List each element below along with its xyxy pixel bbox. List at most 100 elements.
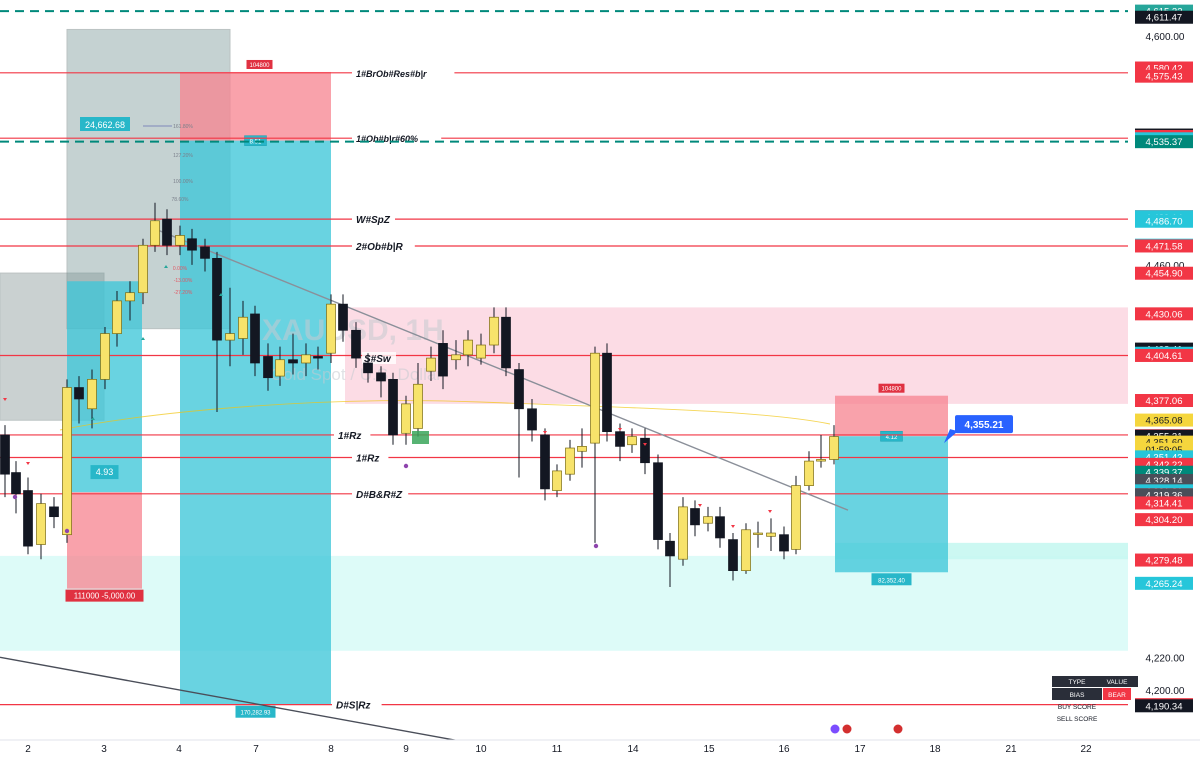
candle-body [250, 313, 260, 364]
sell-arrow [3, 398, 7, 401]
level-label: W#SpZ [356, 215, 391, 226]
level-label-bg [352, 238, 415, 252]
candle-body [313, 356, 323, 359]
projection-badge [80, 117, 130, 131]
candle-body [577, 446, 587, 452]
price-badge-label: 4,535.37 [1146, 137, 1183, 148]
time-axis-label: 14 [627, 744, 639, 755]
position-tool-3-entry-label: 4.12 [886, 435, 898, 441]
buy-arrow [219, 293, 223, 296]
fib-label: 100.00% [173, 179, 193, 185]
fib-label: 78.60% [172, 197, 190, 203]
position-tool-1-bottom-badge [235, 705, 276, 718]
candle-body [791, 485, 801, 550]
time-axis-label: 22 [1080, 744, 1092, 755]
candle-body [187, 238, 197, 251]
candle-body [527, 408, 537, 431]
level-label-bg [362, 352, 396, 364]
time-axis-label: 10 [475, 744, 487, 755]
sell-arrow [643, 443, 647, 446]
price-badge-label: 4,377.06 [1146, 396, 1183, 407]
candle-body [690, 508, 700, 526]
green-marker [412, 431, 429, 444]
level-label: D#B&R#Z [356, 490, 403, 501]
price-badge [1135, 394, 1193, 408]
level-label-bg [352, 212, 395, 226]
position-tool-1-entry-badge [244, 135, 267, 146]
price-badge-label: 01:59:05 [1146, 445, 1183, 456]
sell-arrow [618, 428, 622, 431]
time-axis-label: 21 [1005, 744, 1017, 755]
time-axis-label: 16 [778, 744, 790, 755]
candle-body [225, 333, 235, 341]
trendline [154, 228, 849, 511]
candle-body [388, 379, 398, 436]
candle-body [678, 506, 688, 560]
price-badge [1135, 69, 1193, 83]
price-badge [1135, 576, 1193, 590]
fib-label: 161.80% [173, 124, 193, 130]
position-tool-3-bottom-label: 82,352.40 [878, 578, 905, 584]
price-badge-label: 4,304.20 [1146, 515, 1183, 526]
level-label: D#S|Rz [336, 701, 370, 712]
position-tool-1-top-badge [246, 59, 273, 69]
candle-body [703, 516, 713, 524]
candle-body [100, 333, 110, 380]
bias-table-header-type: TYPE [1069, 679, 1087, 686]
price-badge [1135, 307, 1193, 321]
price-badge-label: 4,339.37 [1146, 468, 1183, 479]
signal-dot [64, 528, 70, 534]
position-tool-1-reward [180, 140, 331, 705]
candle-body [501, 316, 511, 369]
candle-body [640, 437, 650, 464]
time-axis-label: 9 [403, 744, 409, 755]
bias-table-row-type: SELL SCORE [1057, 716, 1098, 723]
buy-arrow [141, 337, 145, 340]
buy-arrow [164, 265, 168, 268]
price-badge [1135, 553, 1193, 567]
price-badge-label: 4,351.43 [1146, 452, 1183, 463]
time-axis-label: 15 [703, 744, 715, 755]
candle-body [804, 460, 814, 486]
projection-label: 24,662.68 [85, 120, 125, 130]
candle-body [463, 339, 473, 356]
bias-table-row-value: BEAR [1108, 692, 1126, 699]
candle-body [816, 459, 826, 462]
candle-body [665, 540, 675, 557]
candle-body [728, 539, 738, 571]
candle-body [779, 534, 789, 552]
buy-arrow [91, 417, 95, 420]
price-badge [1135, 513, 1193, 527]
candle-body [829, 436, 839, 460]
candle-body [438, 343, 448, 377]
price-axis-label: 4,200.00 [1146, 686, 1185, 697]
candle-body [565, 447, 575, 475]
candle-body [602, 352, 612, 433]
candle-body [753, 532, 763, 535]
fib-label: -27.20% [174, 290, 193, 296]
price-axis-label: 4,600.00 [1146, 32, 1185, 43]
signal-dot [403, 463, 409, 469]
price-badge-label: 4,430.06 [1146, 309, 1183, 320]
level-label: 2#Ob#b|R [355, 242, 403, 253]
candle-body [112, 300, 122, 334]
bias-table-row-type: BUY SCORE [1058, 704, 1097, 711]
candle-body [476, 344, 486, 359]
time-axis-label: 17 [854, 744, 866, 755]
bias-table-row-bg [1052, 688, 1102, 700]
price-badge-label: 4,314.41 [1146, 498, 1183, 509]
candle-body [615, 431, 625, 447]
price-badge [1135, 699, 1193, 713]
position-tool-3-entry-badge [880, 430, 903, 442]
price-badge-label: 4,611.47 [1146, 13, 1182, 24]
candle-body [653, 462, 663, 540]
current-price-callout [955, 415, 1013, 434]
candle-body [489, 316, 499, 346]
sell-arrow [698, 504, 702, 507]
candle-body [590, 352, 600, 444]
candle-body [741, 529, 751, 571]
signal-dot [593, 543, 599, 549]
candle-body [36, 503, 46, 545]
